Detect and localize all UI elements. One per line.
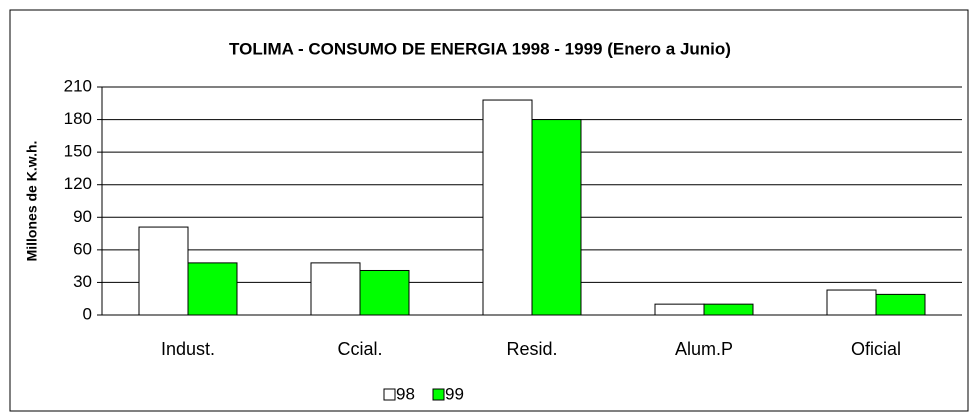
x-tick-label: Indust.: [161, 339, 215, 359]
bar: [310, 262, 361, 316]
x-tick-label: Resid.: [506, 339, 557, 359]
x-tick-label: Oficial: [851, 339, 901, 359]
legend-swatch: [383, 388, 396, 401]
y-tick-label: 150: [64, 142, 92, 161]
chart-title: TOLIMA - CONSUMO DE ENERGIA 1998 - 1999 …: [229, 39, 731, 58]
y-tick-label: 210: [64, 76, 92, 95]
y-tick-label: 90: [73, 207, 92, 226]
bar: [875, 293, 926, 316]
y-tick-label: 120: [64, 174, 92, 193]
bar: [654, 303, 705, 316]
bar: [359, 269, 410, 316]
y-tick-label: 180: [64, 109, 92, 128]
legend-label: 98: [396, 384, 415, 403]
x-tick-label: Ccial.: [337, 339, 382, 359]
legend-label: 99: [445, 384, 464, 403]
y-tick-label: 60: [73, 239, 92, 258]
y-axis-label: Millones de K.w.h.: [24, 141, 40, 262]
bar: [187, 262, 238, 316]
legend-swatch: [432, 388, 445, 401]
bar: [138, 226, 189, 316]
x-tick-label: Alum.P: [675, 339, 733, 359]
y-tick-label: 0: [83, 304, 92, 323]
y-tick-label: 30: [73, 272, 92, 291]
bar: [531, 119, 582, 316]
bar: [826, 289, 877, 316]
bar: [703, 303, 754, 316]
bar: [482, 99, 533, 316]
